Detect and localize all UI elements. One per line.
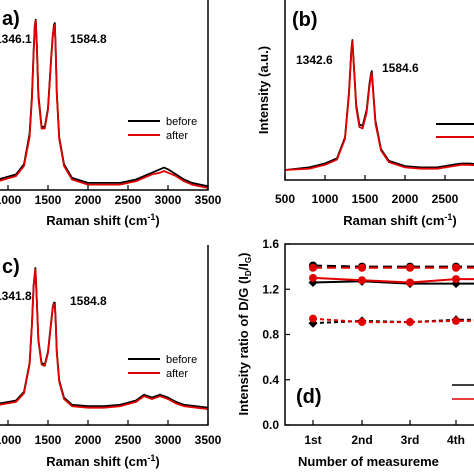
ratio-point <box>309 273 317 282</box>
y-tick-label: 0.8 <box>262 328 279 342</box>
panel-a-plot <box>0 18 209 189</box>
x-tick-label: 1000 <box>312 192 339 206</box>
panel-c-legend-before: before <box>166 354 197 366</box>
ratio-point <box>452 316 460 325</box>
panel-c-ticks: 1000 1500 2000 2500 3000 3500 <box>0 420 222 447</box>
y-tick-label: 1.2 <box>262 282 279 296</box>
panel-a-xlabel: Raman shift (cm-1) <box>46 212 160 228</box>
ratio-point <box>406 318 414 327</box>
panel-b-ticks: 500100015002000250030 <box>275 175 459 206</box>
spectrum-after <box>0 19 209 189</box>
ratio-point <box>452 263 460 272</box>
x-tick-label: 1st <box>304 433 321 447</box>
x-tick-label: 1000 <box>0 193 22 207</box>
x-tick-label: 2000 <box>392 192 419 206</box>
ratio-point <box>358 276 366 285</box>
ratio-point <box>358 318 366 327</box>
spectrum-after <box>284 40 474 171</box>
panel-d-plot <box>308 261 474 328</box>
x-tick-label: 4th <box>447 433 465 447</box>
x-tick-label: 3500 <box>195 193 222 207</box>
spectrum-after <box>0 268 209 410</box>
panel-c-legend-after: after <box>166 368 188 380</box>
panel-c-xlabel: Raman shift (cm-1) <box>46 453 160 469</box>
panel-c-peak-g: 1584.8 <box>70 294 107 308</box>
x-tick-label: 3rd <box>401 433 420 447</box>
ratio-line-a-before <box>312 264 474 268</box>
ratio-line-c-after <box>312 317 474 324</box>
x-tick-label: 3500 <box>195 433 222 447</box>
panel-a-legend: before after <box>128 116 197 142</box>
ratio-point <box>309 263 317 272</box>
panel-b-peak-g: 1584.6 <box>382 61 419 75</box>
x-tick-label: 2500 <box>115 433 142 447</box>
x-tick-label: 2nd <box>351 433 372 447</box>
x-tick-label: 2500 <box>115 193 142 207</box>
panel-b-plot <box>284 39 474 171</box>
x-tick-label: 2000 <box>75 193 102 207</box>
ratio-point <box>309 314 317 323</box>
panel-a-peak-g: 1584.8 <box>70 32 107 46</box>
x-tick-label: 1500 <box>35 193 62 207</box>
x-tick-label: 1000 <box>0 433 22 447</box>
panel-c-plot <box>0 267 209 410</box>
ratio-point <box>452 275 460 284</box>
panel-c-legend: before after <box>128 354 197 380</box>
panel-d-legend <box>452 384 474 400</box>
x-tick-label: 2500 <box>432 192 459 206</box>
y-tick-label: 0.4 <box>262 373 279 387</box>
x-tick-label: 3000 <box>155 193 182 207</box>
panel-d-label: (d) <box>296 386 322 408</box>
y-tick-label: 1.6 <box>262 237 279 251</box>
panel-b: 500100015002000250030 (b) 1342.6 1584.6 … <box>256 0 474 228</box>
panel-d: 0.0 0.4 0.8 1.2 1.6 1st 2nd 3rd 4th (d) Intensit… <box>236 237 474 469</box>
panel-c-peak-d: 1341.8 <box>0 289 32 303</box>
panel-b-peak-d: 1342.6 <box>296 53 333 67</box>
panel-a-frame <box>0 0 209 191</box>
ratio-point <box>358 263 366 272</box>
y-tick-label: 0.0 <box>262 418 279 432</box>
panel-a-legend-after: after <box>166 130 188 142</box>
panel-a-peak-d: 1346.1 <box>0 32 32 46</box>
panel-d-ticks: 0.0 0.4 0.8 1.2 1.6 1st 2nd 3rd 4th <box>262 237 465 447</box>
panel-b-label: (b) <box>292 9 318 31</box>
panel-a-legend-before: before <box>166 116 197 128</box>
x-tick-label: 1500 <box>352 192 379 206</box>
panel-d-ylabel: Intensity ratio of D/G (ID/IG) <box>236 253 253 416</box>
panel-c-label: c) <box>2 256 20 278</box>
panel-c-frame <box>0 245 209 426</box>
panel-b-ylabel: Intensity (a.u.) <box>256 46 271 134</box>
ratio-line-c-before <box>312 318 474 325</box>
panel-b-xlabel: Raman shift (cm-1) <box>343 212 457 228</box>
x-tick-label: 1500 <box>35 433 62 447</box>
panel-c: 1000 1500 2000 2500 3000 3500 c) 1341.8 1584.… <box>0 245 222 469</box>
panel-a: 1000 1500 2000 2500 3000 3500 a) 1346.1 1584.… <box>0 0 222 228</box>
panel-a-label: a) <box>2 8 20 30</box>
ratio-point <box>406 278 414 287</box>
panel-d-xlabel: Number of measureme <box>298 454 439 469</box>
panel-b-legend <box>436 123 474 138</box>
panel-a-ticks: 1000 1500 2000 2500 3000 3500 <box>0 185 222 207</box>
x-tick-label: 3000 <box>155 433 182 447</box>
x-tick-label: 2000 <box>75 433 102 447</box>
x-tick-label: 500 <box>275 192 295 206</box>
ratio-point <box>406 263 414 272</box>
